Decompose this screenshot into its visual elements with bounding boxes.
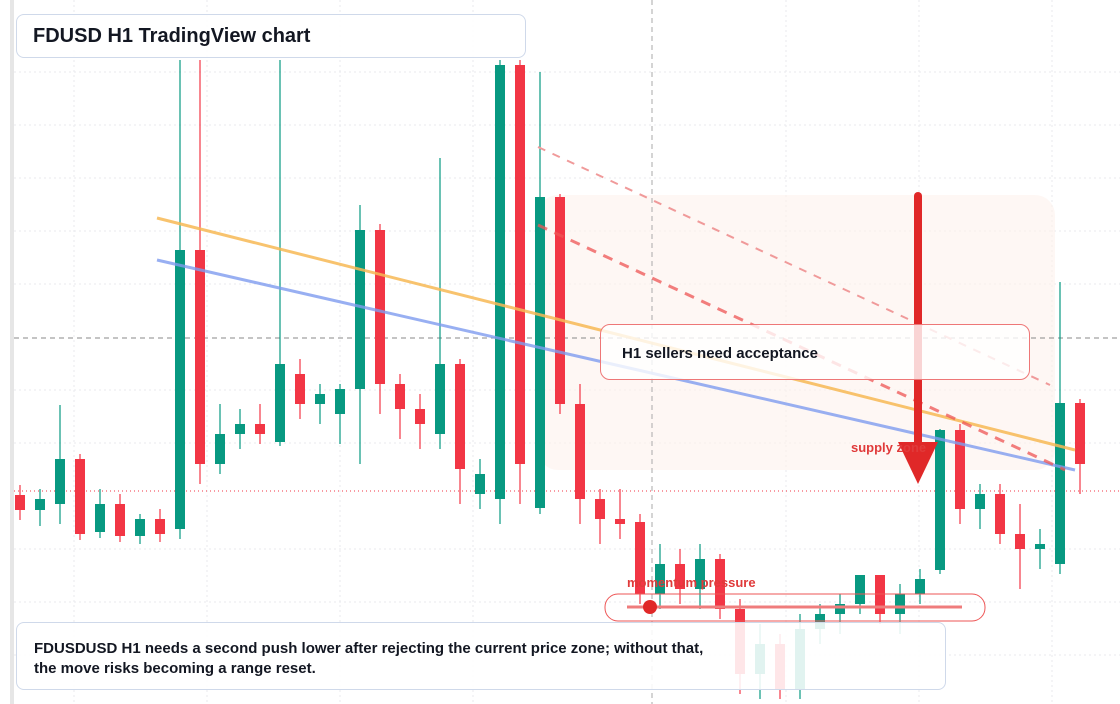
candle-body: [455, 364, 465, 469]
candle-body: [615, 519, 625, 524]
candle-body: [575, 404, 585, 499]
candle-body: [95, 504, 105, 532]
candle-body: [235, 424, 245, 434]
candle-body: [475, 474, 485, 494]
arrow-head: [898, 442, 938, 484]
momentum-dot: [643, 600, 657, 614]
candle-body: [155, 519, 165, 534]
candle-body: [315, 394, 325, 404]
title-box: FDUSD H1 TradingView chart: [16, 14, 526, 58]
caption-box: FDUSDUSD H1 needs a second push lower af…: [16, 622, 946, 690]
candle-body: [855, 575, 865, 604]
momentum-track: [604, 593, 986, 622]
candle-body: [435, 364, 445, 434]
candle-body: [55, 459, 65, 504]
candle-body: [515, 65, 525, 464]
candle-body: [595, 499, 605, 519]
candle-body: [375, 230, 385, 384]
callout: H1 sellers need acceptance: [622, 345, 818, 362]
candle-body: [635, 522, 645, 594]
candle-body: [355, 230, 365, 389]
candle-body: [1035, 544, 1045, 549]
title: FDUSD H1 TradingView chart: [33, 25, 311, 47]
caption: FDUSDUSD H1 needs a second push lower af…: [34, 640, 704, 677]
candle-body: [895, 594, 905, 614]
candle-body: [1015, 534, 1025, 549]
candle-body: [1075, 403, 1085, 464]
candle-body: [655, 564, 665, 594]
candle-body: [395, 384, 405, 409]
candle-body: [555, 197, 565, 404]
candles: [15, 60, 1085, 699]
candle-body: [335, 389, 345, 414]
candle-body: [535, 197, 545, 508]
callout-box: H1 sellers need acceptance: [600, 324, 1030, 380]
candle-body: [935, 430, 945, 570]
candle-body: [15, 495, 25, 510]
candle-body: [835, 604, 845, 614]
candle-body: [75, 459, 85, 534]
zone-label: supply zone: [851, 440, 927, 455]
candle-body: [175, 250, 185, 529]
candle-body: [995, 494, 1005, 534]
candle-body: [275, 364, 285, 442]
candle-body: [675, 564, 685, 589]
candle-body: [955, 430, 965, 509]
candle-body: [295, 374, 305, 404]
momentum-label: momentum pressure: [627, 575, 756, 590]
candle-body: [35, 499, 45, 510]
candle-body: [495, 65, 505, 499]
candle-body: [215, 434, 225, 464]
candle-body: [715, 559, 725, 609]
candle-body: [415, 409, 425, 424]
candle-body: [975, 494, 985, 509]
candle-body: [1055, 403, 1065, 564]
candle-body: [195, 250, 205, 464]
candle-body: [915, 579, 925, 594]
left-edge: [10, 0, 14, 704]
candle-body: [135, 519, 145, 536]
candle-body: [115, 504, 125, 536]
candle-body: [255, 424, 265, 434]
candle-body: [695, 559, 705, 589]
